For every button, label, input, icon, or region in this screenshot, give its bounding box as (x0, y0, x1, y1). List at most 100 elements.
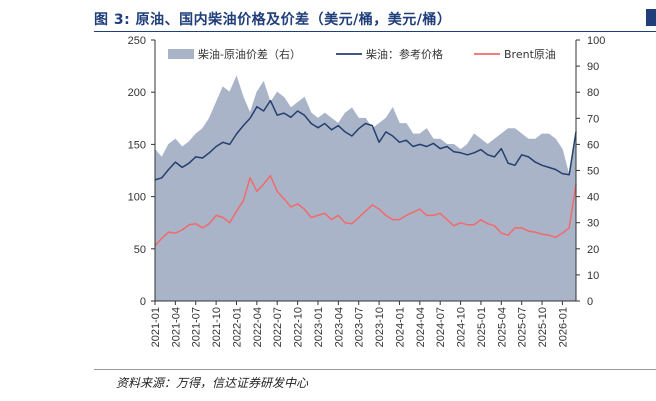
right-tick-label: 100 (587, 35, 605, 47)
brent-point-2022-08 (283, 198, 285, 200)
brent-point-2024-01 (398, 219, 401, 221)
diesel-point-2022-10 (297, 110, 299, 112)
diesel-point-2025-10 (541, 164, 543, 166)
brent-point-2024-02 (405, 214, 407, 216)
diesel-point-2022-11 (303, 114, 305, 116)
x-tick-label: 2022-01 (231, 307, 243, 347)
legend-label-brent: Brent原油 (504, 47, 556, 61)
figure-title: 图 3: 原油、国内柴油价格及价差（美元/桶，美元/桶） (94, 12, 452, 28)
diesel-point-2025-08 (527, 156, 530, 158)
diesel-point-2023-05 (344, 131, 346, 133)
brent-point-2025-09 (534, 231, 536, 233)
brent-point-2021-08 (201, 227, 204, 229)
diesel-point-2021-11 (222, 141, 224, 143)
x-tick-label: 2024-10 (456, 307, 468, 347)
diesel-point-2024-02 (405, 139, 407, 141)
x-tick-label: 2022-10 (293, 307, 305, 347)
brent-point-2025-05 (507, 234, 509, 236)
right-tick-label: 80 (587, 87, 599, 99)
brent-point-2024-06 (432, 214, 434, 216)
diesel-point-2024-06 (432, 142, 434, 144)
x-tick-label: 2023-01 (313, 307, 325, 347)
diesel-point-2024-01 (398, 141, 401, 143)
brent-point-2024-12 (473, 224, 475, 226)
brent-point-2022-06 (269, 175, 271, 177)
title-rule (94, 31, 656, 32)
brent-point-2021-06 (188, 224, 190, 226)
brent-point-2021-10 (215, 214, 217, 216)
right-tick-label: 40 (587, 192, 599, 204)
x-tick-label: 2023-04 (333, 307, 345, 347)
diesel-point-2023-03 (330, 129, 333, 131)
diesel-point-2021-06 (188, 162, 190, 164)
diesel-point-2025-09 (534, 161, 536, 163)
diesel-point-2024-09 (453, 151, 455, 153)
brent-point-2025-06 (514, 227, 516, 229)
brent-point-2023-01 (317, 214, 319, 216)
right-tick-label: 70 (587, 113, 599, 125)
brent-point-2024-08 (446, 219, 448, 221)
brent-point-2023-09 (371, 204, 373, 206)
brent-point-2025-01 (480, 219, 482, 221)
brent-point-2022-12 (310, 216, 312, 219)
diesel-point-2022-09 (290, 116, 292, 118)
diesel-point-2022-07 (276, 114, 278, 116)
brent-point-2021-07 (195, 223, 197, 225)
left-tick-label: 150 (128, 139, 146, 151)
diesel-point-2021-08 (201, 157, 204, 159)
x-tick-label: 2022-07 (272, 307, 284, 347)
x-tick-label: 2025-04 (496, 307, 508, 347)
spread-area-layer (154, 75, 577, 302)
diesel-point-2021-07 (195, 156, 197, 158)
diesel-point-2023-06 (351, 135, 353, 137)
diesel-point-2022-01 (235, 133, 238, 135)
right-tick-label: 20 (587, 244, 599, 256)
brent-point-2023-12 (392, 219, 394, 221)
diesel-point-2025-12 (555, 168, 557, 171)
x-tick-label: 2026-01 (557, 307, 569, 347)
x-tick-label: 2022-04 (252, 307, 264, 347)
brent-point-2024-07 (439, 212, 441, 214)
left-tick-label: 250 (128, 35, 146, 47)
brent-point-2024-11 (466, 224, 468, 226)
brent-point-2021-04 (174, 232, 176, 234)
diesel-point-2022-02 (242, 125, 244, 127)
diesel-point-2022-12 (310, 122, 312, 125)
brent-point-2022-11 (303, 208, 305, 210)
x-tick-label: 2024-04 (415, 307, 427, 347)
x-tick-label: 2023-10 (374, 307, 386, 347)
brent-point-2022-07 (276, 190, 278, 192)
diesel-point-2024-08 (446, 145, 448, 148)
diesel-point-2024-10 (460, 152, 462, 154)
x-tick-label: 2025-10 (537, 307, 549, 347)
source-note: 资料来源：万得，信达证券研发中心 (116, 376, 309, 390)
brent-point-2026-01 (561, 232, 564, 234)
right-tick-label: 10 (587, 270, 599, 282)
right-tick-label: 30 (587, 218, 599, 230)
brent-point-2022-01 (235, 210, 238, 212)
brent-point-2023-07 (358, 216, 360, 219)
diesel-point-2024-11 (466, 154, 468, 156)
price-lines-layer (154, 99, 577, 247)
right-tick-label: 60 (587, 139, 599, 151)
brent-point-2025-11 (548, 234, 550, 236)
x-tick-label: 2021-10 (211, 307, 223, 347)
diesel-point-2025-05 (507, 162, 509, 164)
brent-point-2022-10 (297, 203, 299, 205)
diesel-point-2022-08 (283, 112, 285, 114)
brent-point-2022-09 (290, 206, 292, 208)
diesel-point-2021-03 (168, 168, 170, 171)
brent-point-2025-04 (500, 232, 502, 234)
brent-point-2022-05 (263, 183, 265, 185)
brent-point-2025-02 (487, 223, 489, 225)
brent-point-2022-02 (242, 200, 244, 202)
diesel-point-2026-02 (568, 174, 570, 176)
brent-point-2021-05 (181, 229, 183, 231)
diesel-point-2025-02 (487, 154, 489, 156)
legend-label-spread: 柴油-原油价差（右） (198, 47, 301, 61)
diesel-point-2021-04 (174, 161, 176, 163)
brent-point-2021-11 (222, 216, 224, 219)
x-tick-label: 2021-07 (191, 307, 203, 347)
diesel-point-2023-07 (358, 128, 360, 130)
x-tick-label: 2025-07 (517, 307, 529, 347)
